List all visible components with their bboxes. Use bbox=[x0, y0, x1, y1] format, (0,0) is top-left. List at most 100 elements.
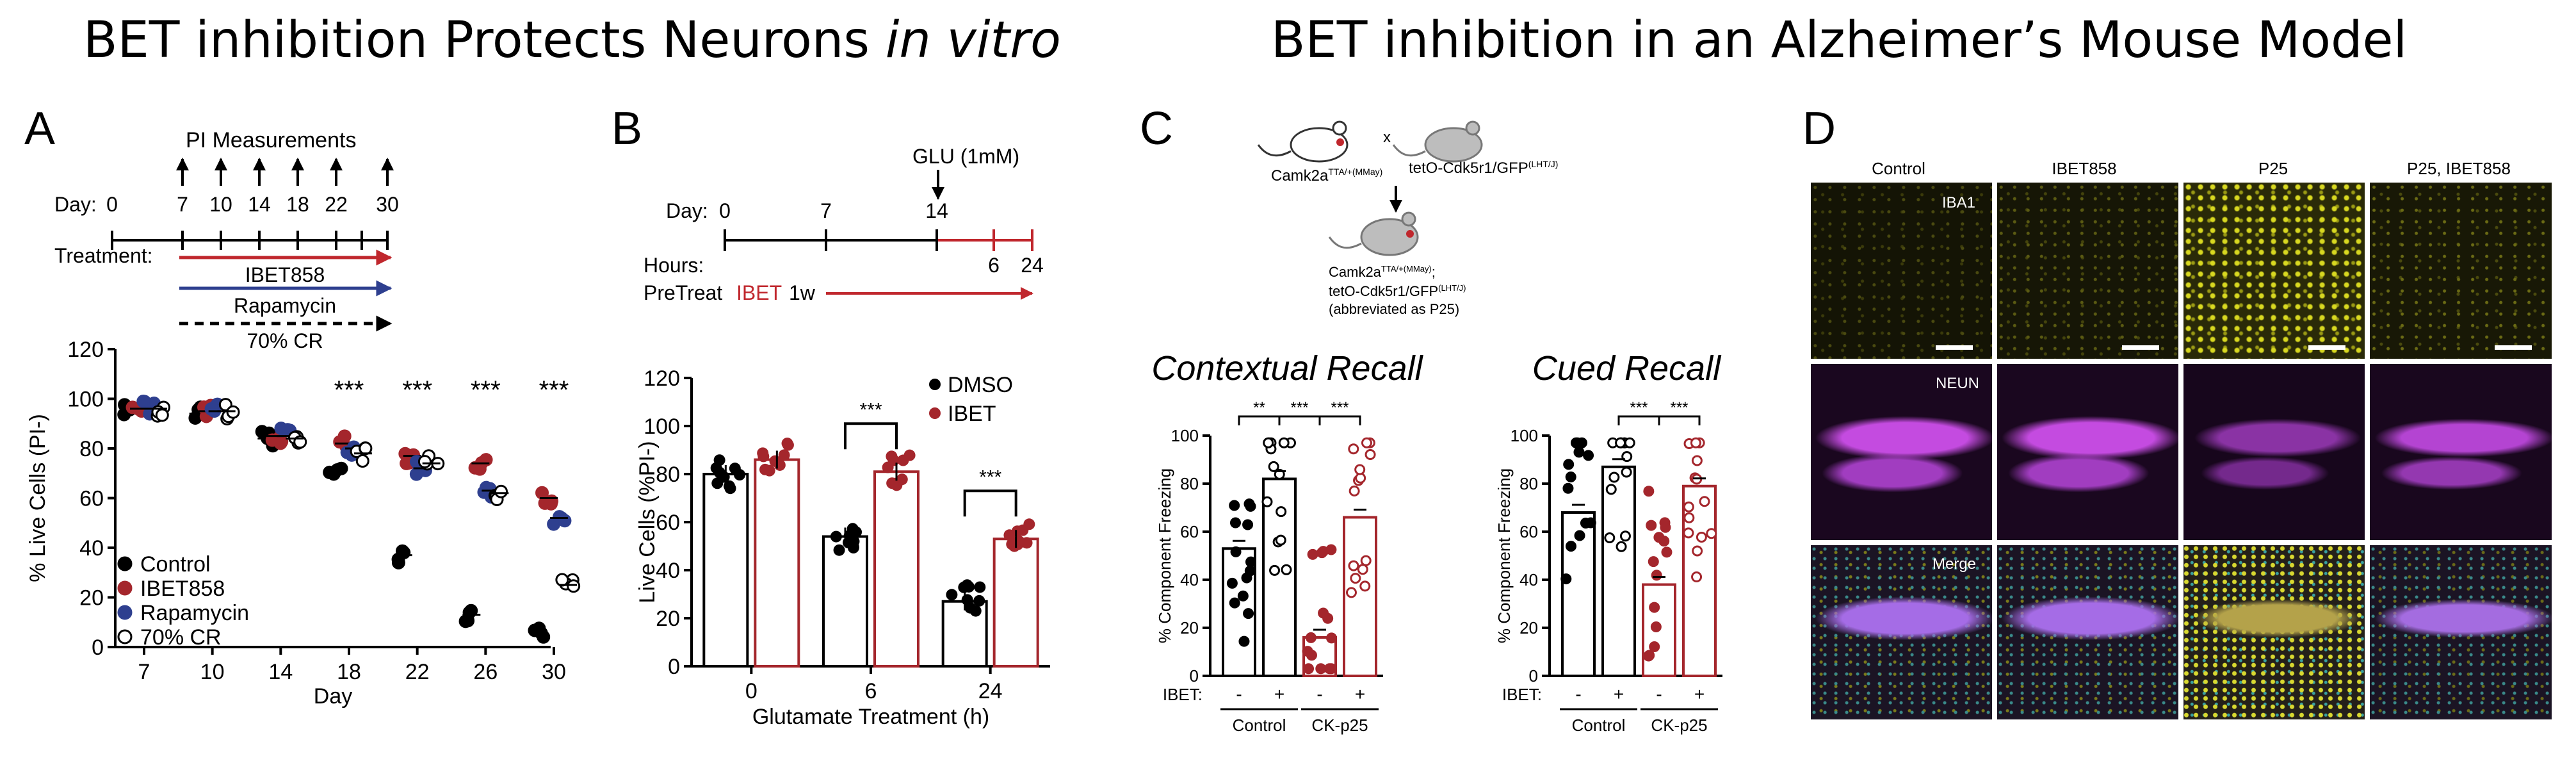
c-contextual-point-3 bbox=[1360, 555, 1372, 566]
micro-p25-merge bbox=[2183, 545, 2365, 719]
row-label-neun: NEUN bbox=[1936, 375, 1980, 392]
day-tick-18: 18 bbox=[286, 193, 309, 216]
mouse-2-icon bbox=[1392, 120, 1483, 163]
panel-c-schematic: x Camk2aTTA/+(MMay) tetO-Cdk5r1/GFP(LHT/… bbox=[1257, 120, 1558, 317]
c-cued-point-3 bbox=[1691, 455, 1703, 466]
c-cued-y-tick-label-3: 60 bbox=[1519, 522, 1538, 541]
c-contextual-point-3 bbox=[1357, 564, 1368, 575]
day-tick-7: 7 bbox=[177, 193, 188, 216]
a-legend-marker-3 bbox=[117, 629, 133, 644]
c-contextual-ibet-sign-1: + bbox=[1274, 684, 1284, 704]
a-x-tick-label-4: 22 bbox=[405, 660, 430, 684]
b-point-ibet-0 bbox=[759, 463, 771, 475]
b-hour-24: 24 bbox=[1021, 254, 1044, 277]
b-point-ibet-0 bbox=[757, 450, 770, 463]
c-contextual-point-1 bbox=[1263, 437, 1274, 448]
a-significance-6: *** bbox=[539, 376, 569, 404]
left-heading: BET inhibition Protects Neurons in vitro bbox=[83, 12, 1061, 69]
c-contextual-point-1 bbox=[1278, 437, 1290, 448]
c-cued-point-2 bbox=[1649, 641, 1660, 653]
b-y-tick-label-4: 80 bbox=[656, 463, 680, 487]
b-point-ibet-1 bbox=[889, 477, 902, 489]
left-heading-main: BET inhibition Protects Neurons bbox=[83, 12, 886, 69]
c-cued-y-tick-label-0: 0 bbox=[1529, 666, 1538, 685]
c-cued-point-0 bbox=[1562, 482, 1574, 494]
a-significance-3: *** bbox=[334, 376, 364, 404]
a-point-control-6 bbox=[532, 621, 546, 636]
micro-control-iba1 bbox=[1811, 183, 1992, 359]
c-contextual-point-0 bbox=[1238, 636, 1250, 647]
b-legend-label-0: DMSO bbox=[948, 373, 1013, 397]
a-legend-label-0: Control bbox=[140, 552, 211, 577]
c-contextual-y-tick-label-4: 80 bbox=[1180, 474, 1199, 493]
c-cued-point-0 bbox=[1563, 459, 1575, 470]
scale-bar-1 bbox=[1936, 345, 1973, 350]
c-contextual-point-1 bbox=[1269, 564, 1281, 576]
a-y-tick-label-4: 80 bbox=[79, 437, 104, 461]
cr-arrow-label: 70% CR bbox=[247, 329, 323, 352]
c-contextual-point-2 bbox=[1322, 612, 1334, 624]
microscopy-grid: IBA1 NEUN Merge bbox=[1811, 183, 2552, 719]
c-contextual-point-0 bbox=[1229, 517, 1241, 529]
micro-p25-iba1 bbox=[2183, 183, 2365, 359]
c-contextual-point-2 bbox=[1318, 546, 1329, 557]
b-x-tick-label-0: 0 bbox=[745, 679, 757, 703]
a-point-control-5 bbox=[464, 603, 478, 618]
a-legend-marker-1 bbox=[117, 580, 133, 596]
c-contextual-y-axis-label: % Component Freezing bbox=[1155, 468, 1174, 643]
c-cued-significance-1: *** bbox=[1670, 399, 1688, 416]
c-cued-point-2 bbox=[1649, 602, 1660, 613]
c-cued-group-label-1: CK-p25 bbox=[1651, 716, 1707, 735]
hours-label: Hours: bbox=[644, 254, 704, 277]
b-point-ibet-0 bbox=[774, 459, 786, 471]
micro-p25-ibet858-merge bbox=[2370, 545, 2552, 719]
b-y-tick-label-5: 100 bbox=[644, 414, 680, 439]
micro-ibet858-iba1 bbox=[1997, 183, 2178, 359]
c-contextual-point-2 bbox=[1307, 548, 1318, 560]
c-cued-point-3 bbox=[1683, 527, 1694, 539]
a-point-70-cr-6 bbox=[555, 573, 569, 587]
b-point-dmso-2 bbox=[973, 595, 985, 607]
a-point-rapamycin-4 bbox=[409, 467, 423, 481]
c-cued-point-3 bbox=[1699, 496, 1710, 507]
c-cued-point-1 bbox=[1619, 530, 1631, 542]
b-legend-label-1: IBET bbox=[948, 402, 996, 426]
c-contextual-point-2 bbox=[1305, 632, 1316, 643]
c-contextual-point-0 bbox=[1226, 577, 1238, 589]
a-y-tick-label-2: 40 bbox=[79, 536, 104, 561]
a-point-70-cr-4 bbox=[417, 455, 432, 469]
b-point-dmso-1 bbox=[830, 530, 842, 543]
c-contextual-point-3 bbox=[1361, 437, 1372, 448]
b-point-dmso-1 bbox=[847, 541, 859, 554]
c-contextual-point-0 bbox=[1243, 498, 1255, 510]
b-point-dmso-2 bbox=[961, 594, 973, 606]
c-cued-point-2 bbox=[1643, 486, 1655, 497]
a-point-control-2 bbox=[255, 425, 269, 439]
b-x-tick-label-2: 24 bbox=[978, 679, 1003, 703]
c-contextual-point-1 bbox=[1261, 496, 1273, 507]
c-contextual-point-1 bbox=[1268, 461, 1279, 472]
pretreat-drug: IBET bbox=[736, 281, 782, 304]
c-cued-y-axis-label: % Component Freezing bbox=[1495, 468, 1514, 643]
day-tick-30: 30 bbox=[376, 193, 399, 216]
b-point-ibet-1 bbox=[897, 454, 909, 466]
chart-a-cell-viability-over-time: 0 20 40 60 80 100 120 % Live Cells (PI-) 7 10 14 18… bbox=[26, 338, 581, 709]
a-legend-marker-0 bbox=[117, 556, 133, 571]
b-point-dmso-2 bbox=[969, 605, 982, 617]
b-legend-marker-1 bbox=[929, 407, 941, 419]
panel-label-b: B bbox=[612, 103, 642, 154]
c-contextual-point-2 bbox=[1302, 646, 1313, 657]
a-legend-marker-2 bbox=[117, 605, 133, 620]
c-contextual-point-2 bbox=[1326, 632, 1338, 644]
b-point-ibet-2 bbox=[1003, 529, 1016, 541]
b-x-tick-label-1: 6 bbox=[865, 679, 877, 703]
b-point-dmso-0 bbox=[724, 480, 736, 492]
c-contextual-point-3 bbox=[1350, 573, 1361, 584]
c-cued-point-1 bbox=[1621, 466, 1632, 478]
a-point-70-cr-0 bbox=[155, 408, 169, 422]
c-cued-point-1 bbox=[1608, 472, 1620, 483]
c-cued-ibet-sign-0: - bbox=[1575, 684, 1581, 704]
b-point-dmso-2 bbox=[946, 589, 958, 601]
a-x-axis-label: Day bbox=[314, 684, 352, 709]
scale-bar-4 bbox=[2495, 345, 2532, 350]
